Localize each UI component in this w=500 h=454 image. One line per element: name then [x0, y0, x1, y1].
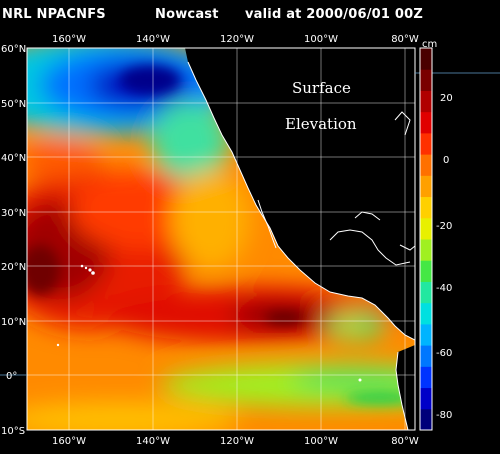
colorbar-segment: [420, 239, 432, 261]
lon-tick-bottom-160w: 160°W: [52, 436, 86, 447]
map-title-line2: Elevation: [285, 115, 357, 133]
colorbar-segment: [420, 281, 432, 304]
lon-tick-top-80w: 80°W: [391, 34, 419, 45]
colorbar-segment: [420, 345, 432, 367]
colorbar-segment: [420, 111, 432, 134]
south-america: [396, 345, 415, 430]
colorbar-segment: [420, 260, 432, 282]
lon-tick-bottom-140w: 140°W: [136, 436, 170, 447]
colorbar-segment: [420, 387, 432, 410]
colorbar-segment: [420, 132, 432, 155]
lon-tick-top-140w: 140°W: [136, 34, 170, 45]
lat-tick-50n: 50°N: [1, 99, 26, 110]
colorbar-tick-minus40: -40: [436, 283, 452, 294]
colorbar-unit: cm: [422, 39, 437, 50]
colorbar-segment: [420, 408, 432, 431]
colorbar-tick-20: 20: [440, 93, 453, 104]
colorbar-tick-minus80: -80: [436, 410, 452, 421]
colorbar-segment: [420, 90, 432, 113]
lon-tick-top-160w: 160°W: [52, 34, 86, 45]
colorbar-segment: [420, 154, 432, 176]
colorbar-segment: [420, 366, 432, 389]
valid-time: valid at 2000/06/01 00Z: [245, 7, 424, 22]
colorbar-segment: [420, 217, 432, 240]
product-name: Nowcast: [155, 7, 219, 22]
colorbar-segment: [420, 69, 432, 91]
colorbar-segment: [420, 302, 432, 325]
lat-tick-0: 0°: [6, 371, 17, 382]
colorbar-segment: [420, 48, 432, 70]
lat-tick-10s: 10°S: [1, 426, 25, 437]
lon-tick-bottom-80w: 80°W: [391, 436, 419, 447]
colorbar: [420, 48, 432, 431]
colorbar-tick-minus20: -20: [436, 221, 452, 232]
colorbar-segment: [420, 323, 432, 346]
colorbar-frame: [419, 47, 433, 431]
colorbar-tick-minus60: -60: [436, 348, 452, 359]
lon-tick-top-120w: 120°W: [220, 34, 254, 45]
lon-tick-top-100w: 100°W: [304, 34, 338, 45]
lat-tick-30n: 30°N: [1, 208, 26, 219]
header: NRL NPACNFS Nowcast valid at 2000/06/01 …: [0, 0, 500, 26]
lat-tick-20n: 20°N: [1, 262, 26, 273]
land-mass: [185, 48, 415, 340]
lon-tick-bottom-100w: 100°W: [304, 436, 338, 447]
colorbar-segment: [420, 175, 432, 198]
map-title-line1: Surface: [292, 79, 351, 97]
elevation-field: [27, 48, 415, 430]
plot-frame: [26, 47, 416, 431]
colorbar-segment: [420, 196, 432, 219]
grid-lines: [27, 48, 415, 430]
model-name: NRL NPACNFS: [2, 7, 106, 22]
lat-tick-60n: 60°N: [1, 44, 26, 55]
colorbar-tick-0: 0: [443, 155, 449, 166]
lat-tick-10n: 10°N: [1, 317, 26, 328]
lat-tick-40n: 40°N: [1, 153, 26, 164]
lon-tick-bottom-120w: 120°W: [220, 436, 254, 447]
